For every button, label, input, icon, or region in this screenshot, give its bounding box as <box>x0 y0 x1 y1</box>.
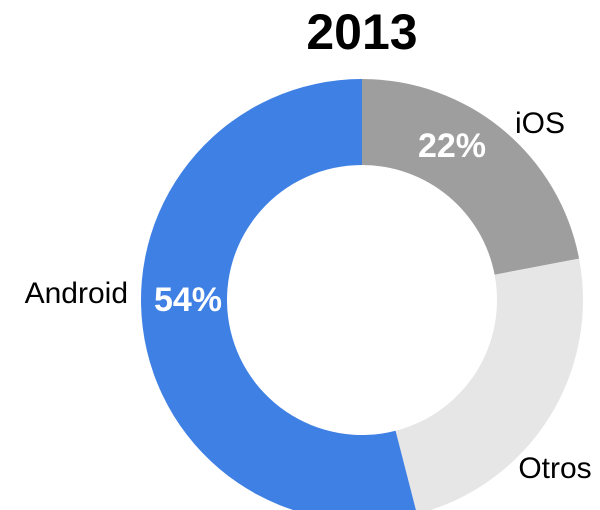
slice <box>395 258 583 510</box>
value-label: 22% <box>418 127 486 165</box>
value-label: 54% <box>154 281 222 319</box>
slice <box>362 79 580 275</box>
category-label: Android <box>25 277 128 310</box>
slice <box>141 79 416 510</box>
chart-title: 2013 <box>306 4 417 60</box>
category-label: Otros <box>518 452 591 485</box>
category-label: iOS <box>515 107 565 140</box>
